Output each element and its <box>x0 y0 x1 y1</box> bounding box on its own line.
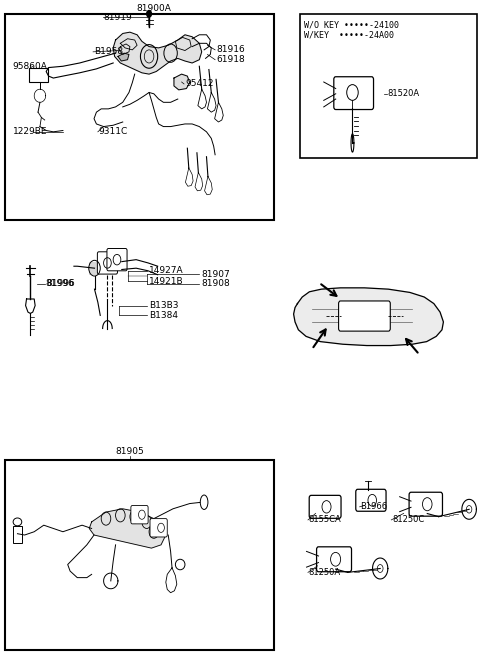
Text: 81916: 81916 <box>216 45 245 55</box>
Text: 8155CA: 8155CA <box>309 516 341 524</box>
Bar <box>29 68 48 82</box>
FancyBboxPatch shape <box>107 248 127 271</box>
Bar <box>5 14 274 220</box>
Polygon shape <box>174 74 190 90</box>
Text: 9311C: 9311C <box>99 127 128 136</box>
Text: B1966: B1966 <box>360 503 388 511</box>
Polygon shape <box>113 32 202 74</box>
FancyBboxPatch shape <box>97 252 118 274</box>
Text: B1958: B1958 <box>94 47 123 57</box>
Polygon shape <box>294 288 444 346</box>
FancyBboxPatch shape <box>334 77 373 110</box>
Text: 81907: 81907 <box>202 269 230 279</box>
FancyBboxPatch shape <box>309 495 341 518</box>
Polygon shape <box>25 299 35 313</box>
Text: 81900A: 81900A <box>136 4 171 13</box>
FancyBboxPatch shape <box>356 489 386 511</box>
Text: 81996: 81996 <box>45 279 74 288</box>
Text: B13B3: B13B3 <box>149 301 179 310</box>
Text: 81996: 81996 <box>46 279 75 288</box>
Text: 61918: 61918 <box>216 55 245 64</box>
Text: 81250A: 81250A <box>309 568 341 577</box>
FancyBboxPatch shape <box>131 505 148 524</box>
Text: W/O KEY •••••-24100: W/O KEY •••••-24100 <box>304 20 399 30</box>
Text: 81905: 81905 <box>116 447 144 457</box>
FancyBboxPatch shape <box>338 301 390 331</box>
Circle shape <box>147 11 152 17</box>
Text: 81919: 81919 <box>104 12 132 22</box>
Text: B1384: B1384 <box>149 311 178 320</box>
Text: 95860A: 95860A <box>12 62 48 71</box>
Text: 95412: 95412 <box>185 79 214 89</box>
Text: W/KEY  •••••-24A00: W/KEY •••••-24A00 <box>304 31 394 40</box>
Text: 1229BE: 1229BE <box>12 127 47 136</box>
FancyBboxPatch shape <box>150 518 167 537</box>
Text: 81520A: 81520A <box>387 89 420 99</box>
Polygon shape <box>89 261 100 275</box>
Bar <box>300 14 477 158</box>
Ellipse shape <box>200 495 208 509</box>
FancyBboxPatch shape <box>409 492 443 516</box>
Ellipse shape <box>13 518 22 526</box>
Polygon shape <box>89 509 166 548</box>
Text: 81908: 81908 <box>202 279 230 288</box>
FancyBboxPatch shape <box>317 547 351 572</box>
Polygon shape <box>118 53 129 61</box>
Bar <box>5 460 274 650</box>
Ellipse shape <box>175 559 185 570</box>
Text: 81250C: 81250C <box>392 516 424 524</box>
Text: 14927A: 14927A <box>149 266 184 275</box>
Text: 14921B: 14921B <box>149 277 184 286</box>
Bar <box>12 526 22 543</box>
